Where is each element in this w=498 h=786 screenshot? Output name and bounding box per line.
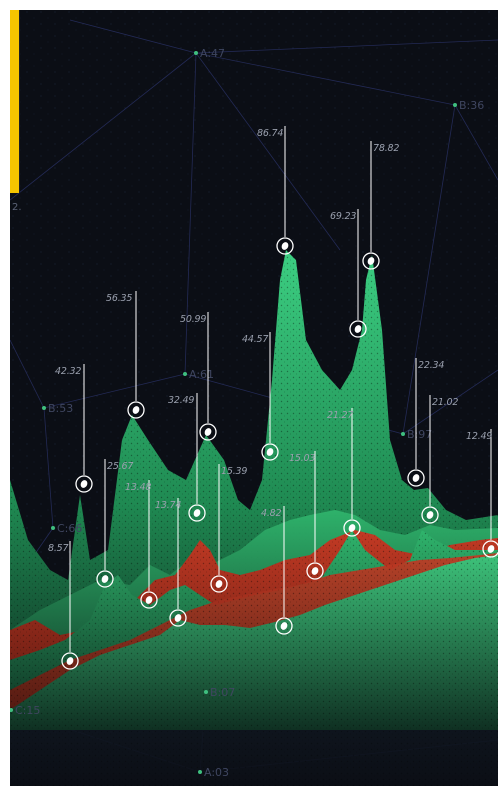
network-node-dot — [42, 406, 46, 410]
chart-frame: A:47 B:36 B:53 A:61 B:97 C:66 B:07 C:15 A:03 8.5… — [10, 10, 498, 786]
data-label: 69.23 — [330, 211, 356, 222]
data-point — [367, 257, 375, 265]
data-label: 12.49 — [466, 431, 492, 442]
network-node-dot — [401, 432, 405, 436]
marker-ring — [199, 423, 217, 441]
data-point — [101, 575, 109, 583]
data-point — [348, 524, 356, 532]
data-label: 13.48 — [125, 482, 151, 493]
network-node-dot — [204, 690, 208, 694]
data-label: 78.82 — [373, 143, 399, 154]
data-point — [174, 614, 182, 622]
marker-ring — [169, 609, 187, 627]
data-label: 32.49 — [168, 395, 194, 406]
network-node-dot — [453, 103, 457, 107]
marker-ring — [362, 252, 380, 270]
network-node-dot — [10, 708, 13, 712]
marker-ring — [407, 469, 425, 487]
marker-ring — [421, 506, 439, 524]
data-point — [487, 545, 495, 553]
data-label: 56.35 — [106, 293, 132, 304]
network-node-label: C:15 — [15, 704, 40, 717]
data-point — [80, 480, 88, 488]
data-label: 86.74 — [257, 128, 283, 139]
data-point — [412, 474, 420, 482]
marker-ring — [188, 504, 206, 522]
marker-ring — [127, 401, 145, 419]
data-point — [280, 622, 288, 630]
marker-ring — [275, 617, 293, 635]
data-point — [132, 406, 140, 414]
marker-ring — [261, 443, 279, 461]
data-point — [193, 509, 201, 517]
side-mark: 2. — [12, 202, 22, 213]
data-point — [354, 325, 362, 333]
data-label: 13.74 — [155, 500, 181, 511]
network-node-label: B:36 — [459, 99, 484, 112]
marker-ring — [61, 652, 79, 670]
network-node-label: C:66 — [57, 522, 82, 535]
data-label: 42.32 — [55, 366, 81, 377]
marker-ring — [276, 237, 294, 255]
data-point — [66, 657, 74, 665]
network-node-label: A:03 — [204, 766, 229, 779]
network-node-label: B:97 — [407, 428, 432, 441]
data-label: 4.82 — [261, 508, 282, 519]
marker-ring — [349, 320, 367, 338]
marker-ring — [140, 591, 158, 609]
data-label: 25.67 — [107, 461, 133, 472]
network-node-label: B:07 — [210, 686, 235, 699]
data-label: 15.03 — [289, 453, 315, 464]
data-point — [215, 580, 223, 588]
marker-ring — [482, 540, 498, 558]
marker-ring — [306, 562, 324, 580]
accent-bar — [10, 10, 20, 193]
marker-ring — [343, 519, 361, 537]
network-node-label: A:47 — [200, 47, 225, 60]
marker-ring — [96, 570, 114, 588]
data-point — [145, 596, 153, 604]
marker-ring — [210, 575, 228, 593]
data-label: 15.39 — [221, 466, 247, 477]
data-label: 50.99 — [180, 314, 206, 325]
network-node-dot — [198, 770, 202, 774]
data-label: 44.57 — [242, 334, 268, 345]
data-point — [204, 428, 212, 436]
network-node-label: B:53 — [48, 402, 73, 415]
data-label: 21.02 — [432, 397, 458, 408]
network-node-dot — [194, 51, 198, 55]
network-node-label: A:61 — [189, 368, 214, 381]
area-chart: A:47 B:36 B:53 A:61 B:97 C:66 B:07 C:15 A:03 8.5… — [10, 10, 498, 786]
data-label: 21.27 — [327, 410, 353, 421]
data-markers: 8.57 42.32 25.67 56.35 13.48 13.74 32.49 50.99 1… — [48, 126, 498, 670]
data-label: 8.57 — [48, 543, 69, 554]
marker-ring — [75, 475, 93, 493]
data-point — [266, 448, 274, 456]
data-point — [426, 511, 434, 519]
data-label: 22.34 — [418, 360, 444, 371]
network-node-dot — [183, 372, 187, 376]
network-node-dot — [51, 526, 55, 530]
data-point — [281, 242, 289, 250]
data-point — [311, 567, 319, 575]
